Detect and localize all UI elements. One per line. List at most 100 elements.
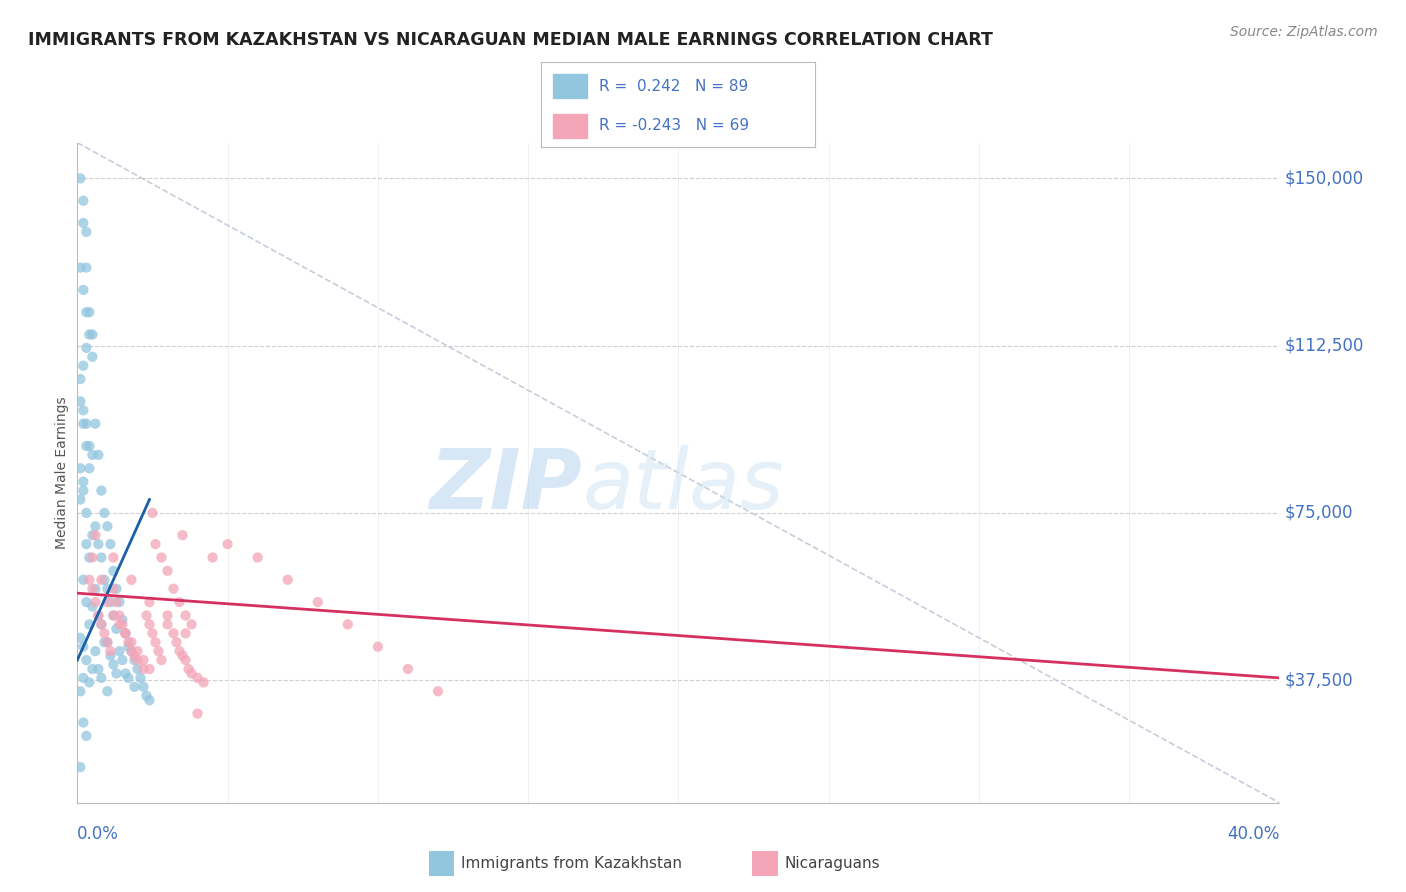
Text: 40.0%: 40.0%	[1227, 825, 1279, 843]
Point	[96, 635, 118, 649]
Point	[156, 564, 179, 578]
Point	[114, 666, 136, 681]
Point	[180, 617, 202, 632]
Point	[124, 648, 146, 663]
Point	[141, 626, 163, 640]
Point	[72, 483, 94, 498]
Point	[87, 608, 110, 623]
Point	[193, 675, 215, 690]
Point	[72, 573, 94, 587]
Point	[427, 684, 450, 698]
Point	[82, 550, 104, 565]
Point	[100, 595, 122, 609]
Point	[217, 537, 239, 551]
Point	[72, 671, 94, 685]
Point	[75, 305, 97, 319]
Point	[79, 573, 101, 587]
Text: Immigrants from Kazakhstan: Immigrants from Kazakhstan	[461, 856, 682, 871]
Point	[277, 573, 299, 587]
Point	[120, 635, 142, 649]
Text: Source: ZipAtlas.com: Source: ZipAtlas.com	[1230, 25, 1378, 39]
Point	[75, 653, 97, 667]
Point	[103, 608, 125, 623]
Text: ZIP: ZIP	[430, 445, 582, 526]
Point	[69, 372, 91, 386]
Bar	[553, 113, 588, 139]
Point	[100, 648, 122, 663]
Y-axis label: Median Male Earnings: Median Male Earnings	[55, 396, 69, 549]
Point	[132, 653, 155, 667]
Point	[93, 573, 115, 587]
Point	[69, 684, 91, 698]
Point	[69, 461, 91, 475]
Point	[111, 617, 134, 632]
Point	[72, 194, 94, 208]
Point	[72, 403, 94, 417]
Point	[75, 595, 97, 609]
Point	[96, 582, 118, 596]
Point	[111, 653, 134, 667]
Text: $37,500: $37,500	[1285, 671, 1354, 690]
Point	[82, 582, 104, 596]
Point	[132, 662, 155, 676]
Point	[93, 626, 115, 640]
Point	[120, 644, 142, 658]
Point	[75, 729, 97, 743]
Point	[127, 653, 149, 667]
Point	[180, 666, 202, 681]
Point	[84, 528, 107, 542]
Text: IMMIGRANTS FROM KAZAKHSTAN VS NICARAGUAN MEDIAN MALE EARNINGS CORRELATION CHART: IMMIGRANTS FROM KAZAKHSTAN VS NICARAGUAN…	[28, 31, 993, 49]
Point	[120, 644, 142, 658]
Point	[69, 631, 91, 645]
Point	[174, 608, 197, 623]
Point	[79, 461, 101, 475]
Point	[82, 448, 104, 462]
Point	[169, 595, 191, 609]
Point	[100, 537, 122, 551]
Text: R =  0.242   N = 89: R = 0.242 N = 89	[599, 78, 748, 94]
Point	[138, 617, 160, 632]
Point	[90, 550, 112, 565]
Text: $112,500: $112,500	[1285, 336, 1364, 355]
Point	[367, 640, 389, 654]
Point	[103, 608, 125, 623]
Point	[69, 394, 91, 409]
Point	[79, 550, 101, 565]
Point	[105, 622, 128, 636]
Point	[201, 550, 224, 565]
Point	[72, 640, 94, 654]
Text: Nicaraguans: Nicaraguans	[785, 856, 880, 871]
Text: R = -0.243   N = 69: R = -0.243 N = 69	[599, 119, 749, 134]
Point	[177, 662, 200, 676]
Point	[114, 626, 136, 640]
Point	[162, 626, 184, 640]
Point	[90, 483, 112, 498]
Point	[103, 550, 125, 565]
Point	[69, 492, 91, 507]
Point	[84, 582, 107, 596]
Point	[114, 626, 136, 640]
Point	[69, 760, 91, 774]
Point	[396, 662, 419, 676]
Point	[79, 617, 101, 632]
Point	[138, 693, 160, 707]
Text: atlas: atlas	[582, 445, 785, 526]
Point	[79, 675, 101, 690]
Point	[72, 715, 94, 730]
Point	[72, 283, 94, 297]
Point	[117, 671, 139, 685]
Point	[166, 635, 188, 649]
Point	[150, 550, 173, 565]
Point	[105, 595, 128, 609]
Point	[82, 350, 104, 364]
Point	[96, 635, 118, 649]
Text: $150,000: $150,000	[1285, 169, 1364, 187]
Point	[174, 626, 197, 640]
Point	[75, 506, 97, 520]
Point	[75, 341, 97, 355]
Point	[90, 617, 112, 632]
Point	[138, 662, 160, 676]
Point	[103, 564, 125, 578]
Point	[186, 706, 209, 721]
Point	[105, 666, 128, 681]
